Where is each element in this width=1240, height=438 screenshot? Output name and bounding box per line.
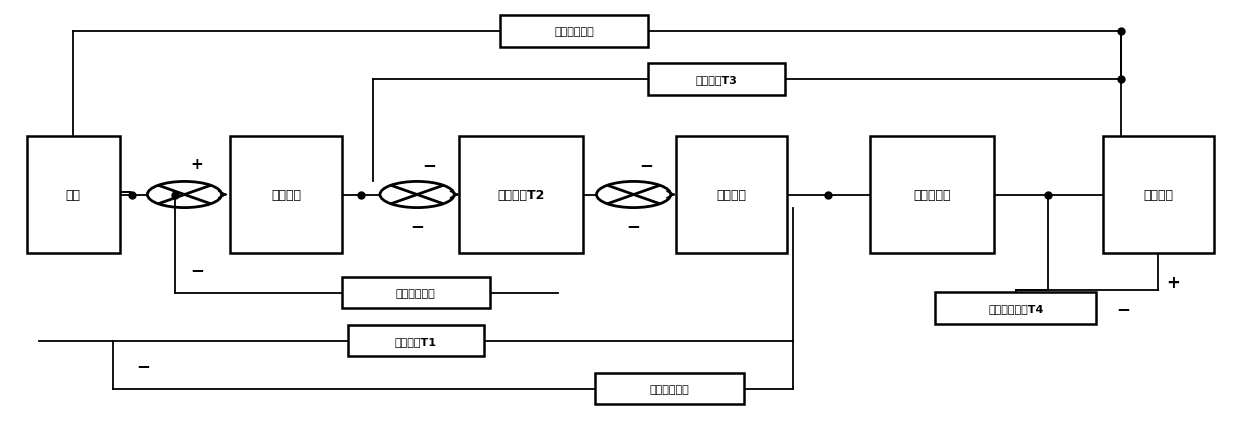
Text: 水量检测模块: 水量检测模块	[396, 288, 435, 298]
Text: −: −	[190, 260, 203, 278]
Text: 蒸汽温度T2: 蒸汽温度T2	[497, 189, 544, 201]
Bar	[27, 136, 119, 254]
Text: −: −	[423, 155, 436, 173]
Text: −: −	[639, 155, 653, 173]
Bar	[459, 136, 583, 254]
Bar	[870, 136, 993, 254]
Bar	[342, 277, 490, 309]
Bar	[500, 15, 649, 48]
Bar	[1102, 136, 1214, 254]
Text: 进水温度T1: 进水温度T1	[394, 336, 436, 346]
Text: 物料粉碎腔: 物料粉碎腔	[913, 189, 951, 201]
Text: 加热模块: 加热模块	[717, 189, 746, 201]
Bar	[595, 373, 744, 404]
Text: +: +	[191, 157, 203, 172]
Bar	[935, 293, 1096, 324]
Text: 蒸汽逸出温度T4: 蒸汽逸出温度T4	[988, 303, 1044, 313]
Text: +: +	[1166, 273, 1180, 291]
Bar	[347, 325, 484, 357]
Text: −: −	[410, 216, 424, 234]
Text: −: −	[1116, 299, 1131, 317]
Text: −: −	[118, 182, 131, 200]
Text: −: −	[626, 216, 641, 234]
Text: 压力检测模块: 压力检测模块	[650, 384, 689, 394]
Text: 水箱: 水箱	[66, 189, 81, 201]
Text: 抽水模块: 抽水模块	[272, 189, 301, 201]
Text: −: −	[136, 356, 150, 374]
Text: 物料检测模块: 物料检测模块	[554, 27, 594, 37]
Bar	[231, 136, 342, 254]
Bar	[649, 64, 785, 95]
Text: 散热模块: 散热模块	[1143, 189, 1173, 201]
Bar	[676, 136, 787, 254]
Text: 物料温度T3: 物料温度T3	[696, 75, 738, 85]
